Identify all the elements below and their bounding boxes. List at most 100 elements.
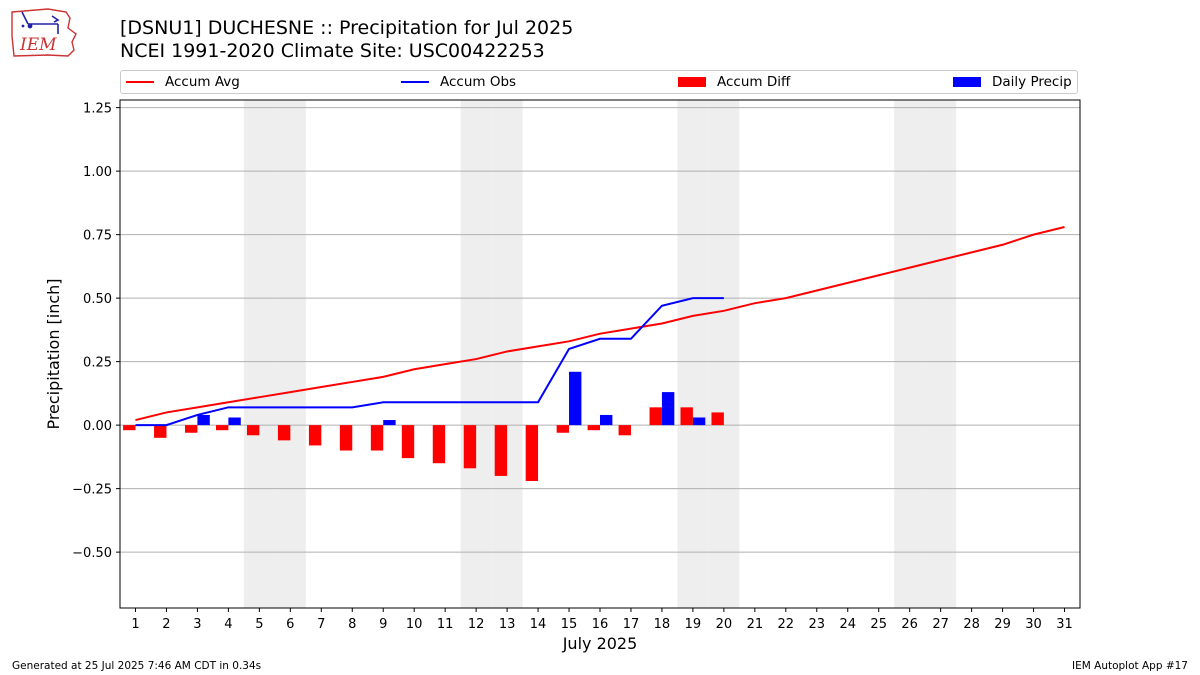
- y-tick-label: −0.25: [72, 483, 112, 498]
- x-tick-label: 4: [224, 617, 232, 632]
- x-tick-label: 17: [623, 617, 640, 632]
- x-tick-label: 6: [286, 617, 294, 632]
- bars: [123, 371, 724, 481]
- diff-bar: [463, 425, 477, 469]
- legend-label-diff: Accum Diff: [717, 74, 791, 90]
- weekend-band-6: [274, 100, 306, 608]
- precip-bar: [197, 414, 210, 426]
- x-tick-label: 8: [348, 617, 356, 632]
- weekend-band-20: [708, 100, 740, 608]
- legend-item-daily-precip: Daily Precip: [953, 74, 1072, 90]
- lines: [135, 226, 1065, 427]
- precip-bar: [692, 417, 706, 426]
- diff-bar: [339, 425, 353, 451]
- legend-swatch-precip: [953, 77, 981, 87]
- x-tick-label: 7: [317, 617, 325, 632]
- y-tick-label: −0.50: [72, 546, 112, 561]
- x-tick-label: 25: [870, 617, 887, 632]
- x-tick-label: 26: [901, 617, 918, 632]
- diff-bar: [649, 407, 662, 426]
- x-tick-label: 13: [499, 617, 516, 632]
- x-tick-label: 3: [193, 617, 201, 632]
- legend-label-precip: Daily Precip: [992, 74, 1072, 90]
- precip-bar: [600, 414, 613, 426]
- diff-bar: [123, 425, 136, 431]
- chart-subtitle: NCEI 1991-2020 Climate Site: USC00422253: [120, 40, 545, 62]
- iem-logo: IEM: [11, 8, 77, 57]
- diff-bar: [525, 425, 539, 481]
- x-tick-label: 31: [1056, 617, 1073, 632]
- legend-label-avg: Accum Avg: [165, 74, 240, 90]
- weekend-band-19: [677, 100, 709, 608]
- diff-bar: [216, 425, 229, 431]
- x-tick-label: 29: [994, 617, 1011, 632]
- diff-bar: [246, 425, 260, 436]
- accum-obs-line: [135, 297, 724, 427]
- x-tick-label: 20: [716, 617, 733, 632]
- x-tick-label: 15: [561, 617, 578, 632]
- precip-bar: [661, 392, 675, 426]
- x-tick-label: 14: [530, 617, 547, 632]
- x-tick-label: 1: [131, 617, 139, 632]
- weekend-band-26: [894, 100, 926, 608]
- diff-bar: [587, 425, 600, 431]
- legend: Accum Avg Accum Obs Accum Diff Daily Pre…: [120, 70, 1078, 94]
- y-ticks: −0.50 −0.25 0.00 0.25 0.50 0.75 1.00 1.25: [72, 102, 120, 561]
- legend-item-accum-avg: Accum Avg: [126, 74, 240, 90]
- x-tick-label: 10: [406, 617, 423, 632]
- diff-bar: [154, 425, 167, 438]
- diff-bar: [277, 425, 291, 441]
- diff-bar: [556, 425, 570, 433]
- x-tick-label: 23: [809, 617, 826, 632]
- x-tick-label: 12: [468, 617, 485, 632]
- x-tick-label: 28: [963, 617, 980, 632]
- legend-swatch-obs: [401, 81, 429, 83]
- x-tick-label: 5: [255, 617, 263, 632]
- x-tick-label: 11: [437, 617, 454, 632]
- chart-title: [DSNU1] DUCHESNE :: Precipitation for Ju…: [120, 17, 574, 39]
- diff-bar: [308, 425, 322, 446]
- weather-station-icon: [21, 11, 60, 34]
- legend-swatch-diff: [678, 77, 706, 87]
- x-axis-label: July 2025: [562, 634, 638, 653]
- x-tick-label: 9: [379, 617, 387, 632]
- weekend-band-5: [243, 100, 275, 608]
- accum-avg-line: [135, 226, 1065, 422]
- diff-bar: [618, 425, 631, 436]
- weekend-shading: [243, 100, 957, 608]
- diff-bar: [401, 425, 415, 459]
- legend-item-accum-diff: Accum Diff: [678, 74, 790, 90]
- diff-bar: [680, 407, 693, 426]
- precip-bar: [228, 417, 241, 426]
- app-credit: IEM Autoplot App #17: [1072, 660, 1188, 672]
- legend-item-accum-obs: Accum Obs: [401, 74, 516, 90]
- y-tick-label: 0.25: [83, 356, 112, 371]
- x-tick-label: 27: [932, 617, 949, 632]
- generated-timestamp: Generated at 25 Jul 2025 7:46 AM CDT in …: [12, 660, 262, 672]
- x-tick-label: 16: [592, 617, 609, 632]
- diff-bar: [711, 412, 724, 426]
- y-tick-label: 1.25: [83, 102, 112, 117]
- x-tick-label: 30: [1025, 617, 1042, 632]
- x-tick-label: 21: [747, 617, 764, 632]
- x-tick-label: 2: [162, 617, 170, 632]
- y-tick-label: 0.75: [83, 229, 112, 244]
- legend-label-obs: Accum Obs: [440, 74, 517, 90]
- x-ticks: 1 2 3 4 5 6 7 8 9 10 11 12 13 14 15 16 17 18 19 20 21 22 23 24 2…: [131, 608, 1073, 632]
- diff-bar: [370, 425, 384, 451]
- y-tick-label: 0.00: [83, 419, 112, 434]
- weekend-band-27: [925, 100, 957, 608]
- precip-bar: [569, 371, 582, 426]
- weekend-band-12: [460, 100, 492, 608]
- x-tick-label: 22: [778, 617, 795, 632]
- diff-bar: [494, 425, 508, 476]
- x-tick-label: 19: [685, 617, 702, 632]
- x-tick-label: 24: [839, 617, 856, 632]
- y-axis-label: Precipitation [inch]: [44, 278, 63, 429]
- grid-lines: [120, 107, 1080, 553]
- x-tick-label: 18: [654, 617, 671, 632]
- precip-bar: [383, 420, 396, 426]
- y-tick-label: 0.50: [83, 292, 112, 307]
- y-tick-label: 1.00: [83, 165, 112, 180]
